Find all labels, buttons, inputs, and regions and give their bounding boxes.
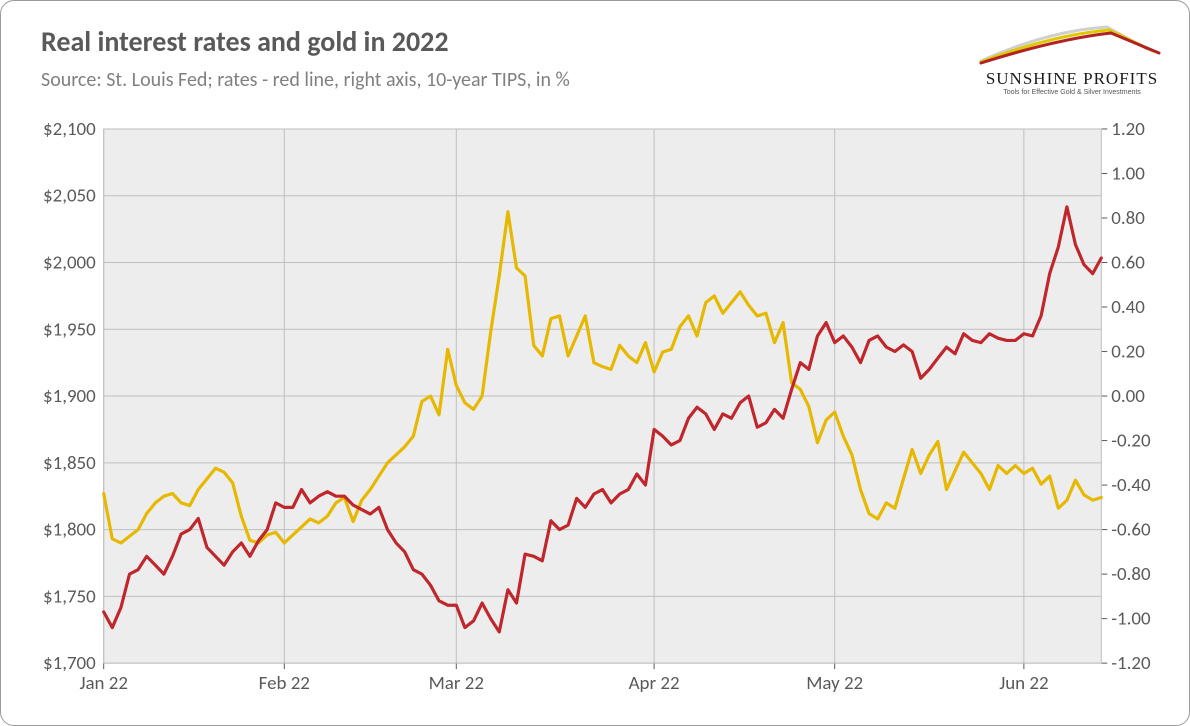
- y-right-tick-label: 0.40: [1111, 296, 1145, 319]
- y-left-tick-label: $2,000: [43, 251, 96, 274]
- x-tick-label: Feb 22: [259, 672, 310, 695]
- logo-stroke-2: [981, 30, 1153, 62]
- y-left-tick-label: $1,850: [43, 452, 96, 475]
- y-right-tick-label: 1.00: [1111, 162, 1145, 185]
- brand-logo: SUNSHINE PROFITS Tools for Effective Gol…: [977, 21, 1167, 96]
- y-right-tick-label: -1.20: [1111, 652, 1151, 675]
- y-left-tick-label: $1,750: [43, 585, 96, 608]
- y-right-tick-label: -1.00: [1111, 608, 1151, 631]
- y-right-tick-label: 0.80: [1111, 207, 1145, 230]
- chart-frame: Real interest rates and gold in 2022 Sou…: [0, 0, 1190, 726]
- chart-svg: $1,700$1,750$1,800$1,850$1,900$1,950$2,0…: [31, 119, 1167, 703]
- x-tick-label: Jun 22: [999, 672, 1048, 695]
- y-left-tick-label: $2,050: [43, 185, 96, 208]
- x-tick-label: May 22: [806, 672, 863, 695]
- x-tick-label: Jan 22: [79, 672, 128, 695]
- plot-container: $1,700$1,750$1,800$1,850$1,900$1,950$2,0…: [31, 119, 1167, 703]
- y-right-tick-label: -0.40: [1111, 474, 1151, 497]
- y-right-tick-label: 0.60: [1111, 251, 1145, 274]
- y-right-tick-label: 0.20: [1111, 341, 1145, 364]
- y-left-tick-label: $1,950: [43, 318, 96, 341]
- logo-tagline: Tools for Effective Gold & Silver Invest…: [977, 89, 1167, 96]
- logo-main-text: SUNSHINE PROFITS: [977, 69, 1167, 89]
- y-left-tick-label: $1,900: [43, 385, 96, 408]
- y-right-tick-label: 0.00: [1111, 385, 1145, 408]
- y-right-tick-label: 1.20: [1111, 119, 1145, 141]
- sunshine-profits-logo-icon: [977, 21, 1167, 67]
- logo-stroke-3: [981, 33, 1159, 63]
- y-right-tick-label: -0.20: [1111, 430, 1151, 453]
- y-right-tick-label: -0.80: [1111, 563, 1151, 586]
- y-right-tick-label: -0.60: [1111, 519, 1151, 542]
- y-left-tick-label: $2,100: [43, 119, 96, 141]
- x-tick-label: Mar 22: [429, 672, 484, 695]
- x-tick-label: Apr 22: [629, 672, 680, 695]
- y-left-tick-label: $1,800: [43, 519, 96, 542]
